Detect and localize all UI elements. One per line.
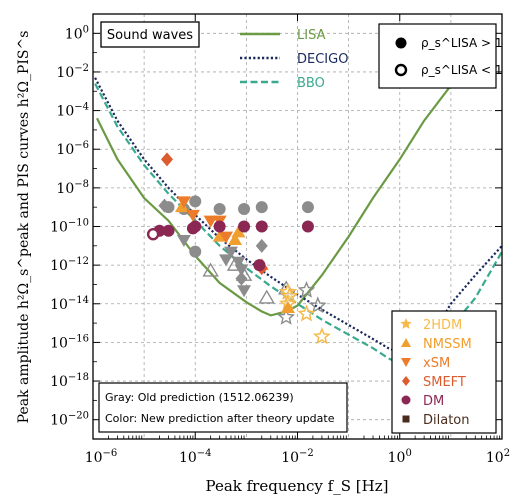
marker-old-smeft (255, 238, 268, 253)
marker-nmssm (228, 233, 243, 246)
model-legend-marker-dm (401, 395, 411, 405)
marker-old-dm (213, 203, 226, 216)
marker-old-xsm (237, 285, 252, 298)
marker-smeft (160, 152, 173, 167)
marker-xsm (203, 215, 218, 228)
snr-legend-box (378, 23, 497, 89)
note-box-frame (98, 382, 348, 433)
model-legend-label-xsm: xSM (423, 356, 450, 371)
y-tick-label: 10−12 (50, 256, 89, 274)
marker-dm (162, 224, 175, 237)
curve-bbo (94, 83, 503, 369)
marker-old-smeft (235, 271, 248, 286)
model-legend-marker-dilaton (402, 415, 410, 423)
marker-dm (213, 220, 226, 233)
model-legend-marker-smeft (402, 376, 410, 386)
marker-xsm (185, 209, 200, 222)
marker-old-2hdm (277, 307, 296, 325)
marker-dm (253, 259, 266, 272)
x-tick-label: 100 (388, 448, 412, 466)
model-legend-label-2hdm: 2HDM (423, 318, 462, 333)
model-legend-label-dilaton: Dilaton (423, 413, 470, 428)
marker-nmssm (280, 301, 295, 314)
marker-dm (255, 220, 268, 233)
data-markers (146, 152, 331, 345)
snr-legend-filled-marker (395, 37, 407, 49)
marker-dm (189, 220, 202, 233)
y-tick-label: 10−10 (50, 218, 89, 236)
marker-old-xsm (219, 254, 234, 267)
axis-ticks: 10−6 10−4 10−2 100 102 100 10−2 10−4 10−6 10−8 10−… (50, 14, 510, 466)
model-legend-marker-xsm (401, 358, 411, 367)
y-tick-label: 10−6 (56, 140, 89, 158)
model-legend-marker-nmssm (401, 338, 411, 347)
curve-legend: LISA DECIGO BBO (240, 28, 348, 91)
marker-old-nmssm (258, 289, 275, 304)
y-tick-label: 10−4 (56, 102, 89, 120)
marker-old-xsm (231, 256, 246, 269)
snr-legend: ρ_s^LISA > 1 ρ_s^LISA < 1 (378, 23, 503, 89)
marker-nmssm (174, 200, 189, 213)
marker-xsm (176, 196, 191, 209)
x-tick-label: 10−2 (281, 448, 314, 466)
marker-2hdm (312, 327, 331, 345)
curve-legend-label-lisa: LISA (297, 28, 326, 43)
curve-legend-label-bbo: BBO (297, 76, 325, 91)
marker-dm (301, 220, 314, 233)
title-box-label: Sound waves (107, 28, 193, 43)
model-legend-marker-2hdm (400, 318, 412, 329)
title-box (100, 21, 200, 48)
marker-old-xsm (176, 235, 191, 248)
x-tick-label: 10−4 (179, 448, 212, 466)
y-tick-label: 10−18 (50, 372, 89, 390)
marker-old-2hdm (297, 281, 316, 298)
snr-legend-filled-label: ρ_s^LISA > 1 (421, 36, 503, 50)
marker-xsm (219, 231, 234, 244)
note-box: Gray: Old prediction (1512.06239) Color:… (98, 382, 348, 433)
marker-2hdm (297, 304, 316, 322)
note-color: Color: New prediction after theory updat… (105, 412, 335, 425)
marker-old-xsm (223, 246, 238, 259)
snr-legend-open-label: ρ_s^LISA < 1 (421, 63, 503, 77)
marker-old-dm (162, 201, 175, 214)
y-axis-label: Peak amplitude h²Ω_s^peak and PIS curves… (16, 31, 32, 424)
x-tick-label: 10−6 (85, 448, 118, 466)
marker-old-dm (238, 203, 251, 216)
y-tick-label: 100 (65, 24, 89, 42)
marker-dm (238, 220, 251, 233)
x-axis-label: Peak frequency f_S [Hz] (206, 477, 389, 495)
snr-legend-open-marker (394, 63, 408, 77)
model-legend-label-smeft: SMEFT (423, 375, 466, 390)
y-tick-label: 10−16 (50, 333, 89, 351)
x-tick-label: 102 (486, 448, 510, 466)
y-tick-label: 10−14 (50, 295, 89, 313)
marker-open-dm (146, 227, 160, 241)
marker-old-dm (255, 201, 268, 214)
marker-old-dm (189, 245, 202, 258)
marker-old-dm (301, 201, 314, 214)
note-gray: Gray: Old prediction (1512.06239) (105, 391, 294, 404)
marker-old-dm (189, 195, 202, 208)
model-legend: 2HDM NMSSM xSM SMEFT DM Dilaton (391, 310, 497, 434)
curve-legend-label-decigo: DECIGO (297, 52, 348, 67)
y-tick-label: 10−20 (50, 411, 89, 429)
model-legend-box (391, 310, 497, 434)
marker-nmssm (231, 225, 246, 238)
y-tick-label: 10−2 (56, 63, 89, 81)
marker-old-2hdm (308, 296, 327, 314)
marker-old-nmssm (202, 262, 219, 277)
y-tick-label: 10−8 (56, 179, 89, 197)
model-legend-label-dm: DM (423, 394, 444, 409)
marker-old-xsm (234, 264, 249, 277)
model-legend-label-nmssm: NMSSM (423, 337, 472, 352)
